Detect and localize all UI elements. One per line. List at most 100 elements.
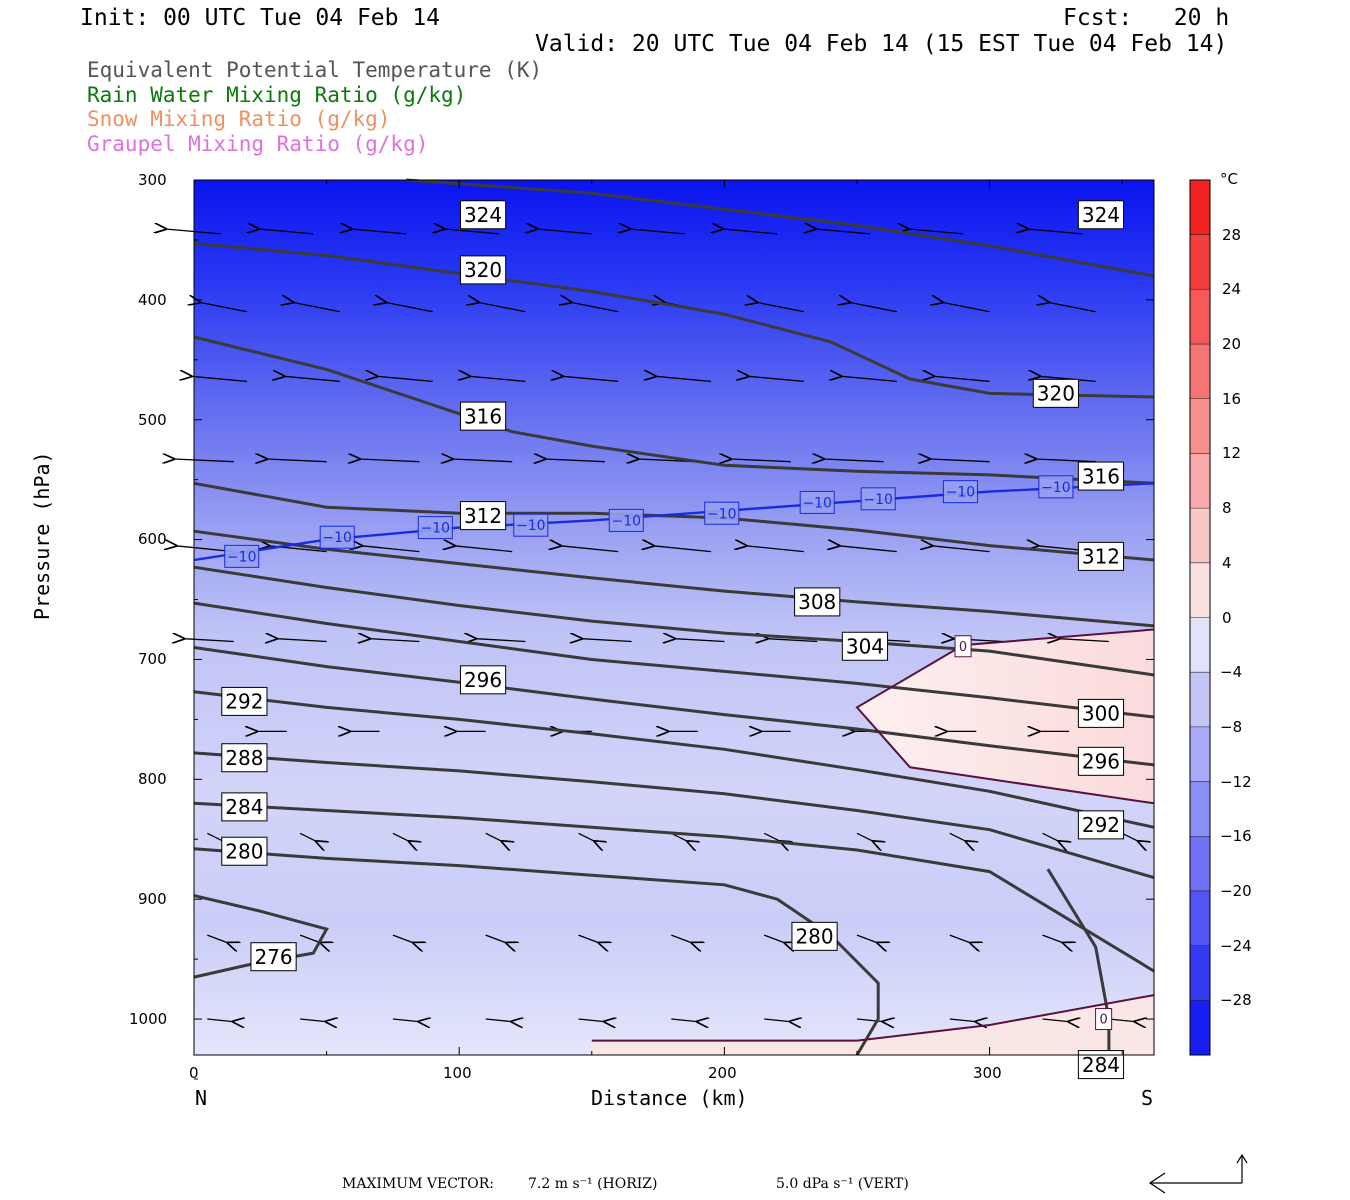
theta-e-contour [193,335,1155,485]
contour-label-box [1077,1050,1125,1080]
contour-label: 320 [1037,382,1075,406]
wind-vector [1049,302,1096,313]
contour-label-box [224,544,260,568]
contour-label: −10 [1041,480,1071,496]
x-tick-label: 0 [189,1064,199,1082]
wind-vector [860,639,911,642]
legend-graupel: Graupel Mixing Ratio (g/kg) [87,132,429,156]
forecast-hour: Fcst: 20 h [1063,5,1230,31]
valid-time: Valid: 20 UTC Tue 04 Feb 14 (15 EST Tue … [535,31,1228,57]
theta-e-contour [193,242,1155,399]
contour-label: 320 [464,258,502,282]
contour-label: 300 [1082,702,1120,726]
contour-label-box [319,525,355,549]
max-vector-horiz: 7.2 m s⁻¹ (HORIZ) [528,1176,658,1192]
wind-vector [563,376,619,383]
wind-vector [191,376,248,383]
wind-vector [485,832,502,841]
wind-vector [1059,639,1109,642]
wind-vector [653,546,712,553]
wind-vector [638,459,698,462]
contour-label: 0 [1099,1013,1107,1028]
y-tick-label: 500 [138,411,167,429]
contour-label-box [459,665,507,695]
contour-label: 316 [464,404,502,428]
wind-vector [763,934,785,943]
x-end-label: S [1141,1086,1154,1110]
wind-vector [671,1019,697,1022]
temperature-colorbar [1189,179,1211,1056]
contour-label: 276 [254,945,292,969]
colorbar-swatch [1190,836,1210,892]
x-start-label: N [195,1086,208,1110]
wind-vector [841,376,897,383]
contour-label-box [791,921,838,951]
contour-label-box [1077,698,1125,728]
wind-vector [764,1019,790,1022]
contour-label-box [1077,746,1125,776]
wind-vector [767,639,818,642]
contour-label: 0 [959,640,967,655]
contour-label: 288 [225,746,263,770]
wind-vector [655,376,712,383]
wind-vector [362,546,420,553]
contour-label-box [608,508,644,532]
contour-label-box [250,942,297,972]
contour-label-box [954,635,972,658]
legend-rain: Rain Water Mixing Ratio (g/kg) [87,83,467,107]
contour-label: 324 [464,203,502,227]
wind-vector [300,1019,326,1022]
contour-label: 280 [225,839,263,863]
contour-label: −10 [421,521,451,537]
colorbar-tick-label: 24 [1222,280,1242,298]
contour-label-box [221,686,268,716]
theta-e-contour [193,481,1155,562]
y-tick-label: 700 [138,650,167,668]
contour-label: 296 [464,668,502,692]
wind-vector [267,459,327,462]
contour-label: 304 [846,634,884,658]
wind-vector [671,934,692,943]
wind-vector [582,639,632,642]
colorbar-tick-label: −28 [1220,991,1252,1009]
wind-vector [1121,832,1138,841]
wind-vector [934,376,990,383]
wind-vector [470,376,526,383]
wind-vector [824,459,884,462]
colorbar-swatch [1190,562,1210,618]
y-tick-label: 800 [138,770,167,788]
init-time: Init: 00 UTC Tue 04 Feb 14 [80,5,441,31]
wind-vector [277,639,327,642]
wind-vector [571,302,619,313]
theta-e-contour [193,565,1155,677]
wind-vector [545,459,606,462]
wind-vector [284,376,340,383]
isotherm-zero [855,628,1155,805]
contour-label-box [221,792,268,822]
colorbar-swatch [1190,672,1210,728]
theta-e-contour [193,690,1155,829]
legend-snow: Snow Mixing Ratio (g/kg) [87,107,391,131]
contour-label: 284 [1082,1053,1120,1077]
colorbar-swatch [1190,617,1210,673]
max-vector-label: MAXIMUM VECTOR: [342,1176,494,1192]
contour-label-box [841,631,889,661]
contour-label-box [1077,810,1125,840]
y-tick-label: 900 [138,890,167,908]
contour-label-box [799,490,835,514]
wind-vector [1040,376,1096,383]
wind-vector [392,832,409,841]
wind-vector [200,302,248,313]
contour-label-box [459,255,507,285]
wind-vector [299,832,316,841]
colorbar-unit: °C [1220,170,1238,188]
contour-label-box [1038,475,1074,499]
wind-vector [671,832,687,841]
contour-label: −10 [516,518,546,534]
wind-vector [731,459,791,462]
wind-vector [943,302,990,313]
max-vector-vert: 5.0 dPa s⁻¹ (VERT) [776,1176,909,1192]
wind-vector [360,459,420,462]
wind-vector [444,229,500,235]
contour-label: 312 [464,504,502,528]
